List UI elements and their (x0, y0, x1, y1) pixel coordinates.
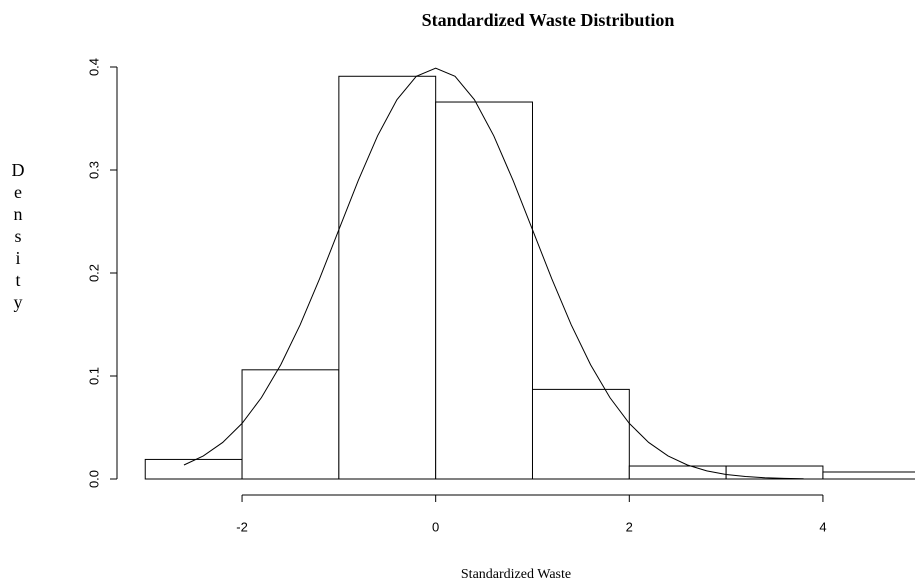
chart-title: Standardized Waste Distribution (422, 10, 675, 30)
bar (725, 465, 824, 480)
bar (435, 101, 533, 480)
y-tick-label: 0.0 (86, 470, 101, 488)
y-tick-label: 0.2 (86, 264, 101, 282)
bar (241, 369, 340, 480)
x-tick-label: 0 (432, 519, 439, 534)
density-curve (183, 67, 804, 480)
x-axis-label: Standardized Waste (461, 567, 571, 582)
bar (822, 471, 915, 480)
bar (144, 458, 243, 480)
y-tick-label: 0.3 (86, 161, 101, 179)
bar (338, 75, 437, 480)
x-tick-label: -2 (236, 519, 248, 534)
y-tick-label: 0.4 (86, 58, 101, 76)
x-tick-label: 2 (626, 519, 633, 534)
bar (628, 465, 727, 480)
bar (531, 388, 630, 480)
y-axis-label: Density (8, 160, 28, 314)
x-tick-label: 4 (819, 519, 826, 534)
y-tick-label: 0.1 (86, 367, 101, 385)
